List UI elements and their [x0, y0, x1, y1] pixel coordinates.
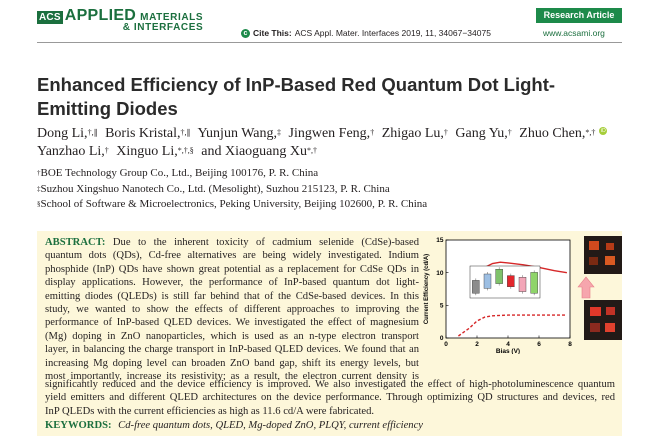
citation-line[interactable]: c Cite This: ACS Appl. Mater. Interfaces…: [241, 28, 491, 38]
author-name: Yanzhao Li,: [37, 144, 105, 159]
logo-interfaces: & INTERFACES: [123, 23, 204, 33]
abstract-line: (Mg) doping in ZnO nanoparticles, which …: [45, 330, 419, 343]
affiliation-row: †BOE Technology Group Co., Ltd., Beijing…: [37, 166, 622, 182]
cite-icon: c: [241, 29, 250, 38]
device-glow-3: [589, 257, 598, 265]
author-marks: *,†: [585, 128, 595, 137]
inset-bar: [519, 277, 526, 291]
x-tick-label: 2: [475, 341, 479, 348]
affiliation-row: §School of Software & Microelectronics, …: [37, 197, 622, 213]
author-marks: †: [105, 146, 109, 155]
abstract-line-text: performance of InP-based QLED devices. W…: [45, 317, 419, 328]
affiliation-text: School of Software & Microelectronics, P…: [41, 198, 428, 210]
efficiency-chart: 0 2 4 6 8 0 5 10 15 Bias (V) Current Efficiency (c…: [420, 232, 622, 354]
abstract-line: display applications. However, the perfo…: [45, 276, 419, 289]
keywords: KEYWORDS: Cd-free quantum dots, QLED, Mg…: [45, 420, 423, 431]
author-marks: †,∥: [181, 128, 191, 137]
y-tick-label: 15: [436, 237, 444, 244]
logo-acs: ACS: [37, 11, 63, 24]
abstract-line: ABSTRACT: Due to the inherent toxicity o…: [45, 236, 419, 249]
x-tick-label: 4: [506, 341, 510, 348]
abstract-line-text: quantum dots (QDs), Cd-free alternatives…: [45, 250, 419, 261]
inset-plot: [470, 266, 540, 298]
device-photo-bottom: [584, 300, 622, 340]
author-name: Gang Yu,: [455, 126, 507, 141]
abstract-line: emitting diodes (QLEDs) is still far beh…: [45, 290, 419, 303]
arrow-icon: [578, 277, 594, 298]
abstract-text: ABSTRACT: Due to the inherent toxicity o…: [45, 236, 419, 383]
keywords-list: Cd-free quantum dots, QLED, Mg-doped ZnO…: [118, 420, 423, 431]
y-tick-label: 0: [440, 335, 444, 342]
abstract-line: InP QLEDs with the current efficiencies …: [45, 405, 615, 418]
abstract-line-text: (Mg) doping in ZnO nanoparticles, which …: [45, 331, 419, 342]
article-title: Enhanced Efficiency of InP-Based Red Qua…: [37, 73, 622, 121]
abstract-line-text: emitting diodes (QLEDs) is still far beh…: [45, 291, 419, 302]
author-name: Yunjun Wang,: [198, 126, 278, 141]
device-glow-7: [590, 323, 600, 332]
author-list: Dong Li,†,∥ Boris Kristal,†,∥ Yunjun Wan…: [37, 125, 622, 161]
affiliation-text: BOE Technology Group Co., Ltd., Beijing …: [41, 167, 319, 179]
author-name: Dong Li,: [37, 126, 88, 141]
journal-url[interactable]: www.acsami.org: [543, 28, 605, 38]
device-glow-2: [606, 243, 614, 250]
article-type-badge: Research Article: [536, 8, 622, 23]
abstract-line: quantum dots (QDs), Cd-free alternatives…: [45, 249, 419, 262]
x-tick-label: 6: [537, 341, 541, 348]
author-name: Zhuo Chen,: [519, 126, 585, 141]
abstract-line: phosphide (InP) QDs have shown great pot…: [45, 263, 419, 276]
orcid-icon[interactable]: iD: [599, 127, 607, 135]
author-marks: *,†: [307, 146, 317, 155]
author-marks: †,∥: [88, 128, 98, 137]
x-tick-label: 8: [568, 341, 572, 348]
inset-bar: [472, 280, 479, 293]
device-glow-8: [605, 323, 615, 332]
affiliation-text: Suzhou Xingshuo Nanotech Co., Ltd. (Meso…: [41, 183, 390, 195]
abstract-line-text: layer, in balancing the charge transport…: [45, 344, 419, 355]
device-glow-1: [589, 241, 599, 250]
affiliation-row: ‡Suzhou Xingshuo Nanotech Co., Ltd. (Mes…: [37, 182, 622, 198]
device-glow-6: [606, 307, 615, 315]
header-divider: [37, 42, 622, 43]
x-tick-label: 0: [444, 341, 448, 348]
author-name: and Xiaoguang Xu: [201, 144, 307, 159]
author-marks: †: [370, 128, 374, 137]
abstract-line: layer, in balancing the charge transport…: [45, 343, 419, 356]
author-marks: ‡: [277, 128, 281, 137]
journal-logo: ACS APPLIED MATERIALS & INTERFACES: [37, 8, 203, 33]
logo-wordmark: APPLIED MATERIALS & INTERFACES: [65, 8, 204, 33]
abstract-label: ABSTRACT:: [45, 237, 105, 248]
inset-bar: [484, 274, 491, 288]
abstract-line-text: increasing Mg doping level can broaden Z…: [45, 358, 419, 369]
abstract-line: study, we wanted to show the effects of …: [45, 303, 419, 316]
affiliations: †BOE Technology Group Co., Ltd., Beijing…: [37, 166, 622, 213]
device-glow-4: [605, 256, 615, 265]
abstract-line-text: study, we wanted to show the effects of …: [45, 304, 419, 315]
author-marks: †: [444, 128, 448, 137]
keywords-label: KEYWORDS:: [45, 420, 112, 431]
author-name: Xinguo Li,: [116, 144, 177, 159]
y-axis-label: Current Efficiency (cd/A): [424, 254, 430, 324]
abstract-line: performance of InP-based QLED devices. W…: [45, 316, 419, 329]
cite-label: Cite This:: [253, 28, 292, 38]
author-marks: †: [508, 128, 512, 137]
y-tick-label: 10: [436, 270, 444, 277]
inset-bar: [496, 269, 503, 283]
abstract-line-text: display applications. However, the perfo…: [45, 277, 419, 288]
author-name: Zhigao Lu,: [382, 126, 444, 141]
toc-graphic: 0 2 4 6 8 0 5 10 15 Bias (V) Current Efficiency (c…: [420, 232, 622, 354]
abstract-line-text: Due to the inherent toxicity of cadmium …: [113, 237, 419, 248]
abstract-line: yield emitters and different QLED archit…: [45, 391, 615, 404]
author-name: Jingwen Feng,: [289, 126, 371, 141]
author-marks: *,†,§: [178, 146, 194, 155]
inset-bar: [531, 272, 538, 293]
y-tick-label: 5: [440, 303, 444, 310]
abstract-line: significantly reduced and the device eff…: [45, 378, 615, 391]
inset-bar: [507, 276, 514, 287]
abstract-line: increasing Mg doping level can broaden Z…: [45, 357, 419, 370]
x-axis-label: Bias (V): [496, 348, 520, 354]
author-name: Boris Kristal,: [105, 126, 180, 141]
cite-reference: ACS Appl. Mater. Interfaces 2019, 11, 34…: [295, 28, 491, 38]
abstract-line-text: phosphide (InP) QDs have shown great pot…: [45, 264, 419, 275]
device-glow-5: [590, 307, 601, 316]
